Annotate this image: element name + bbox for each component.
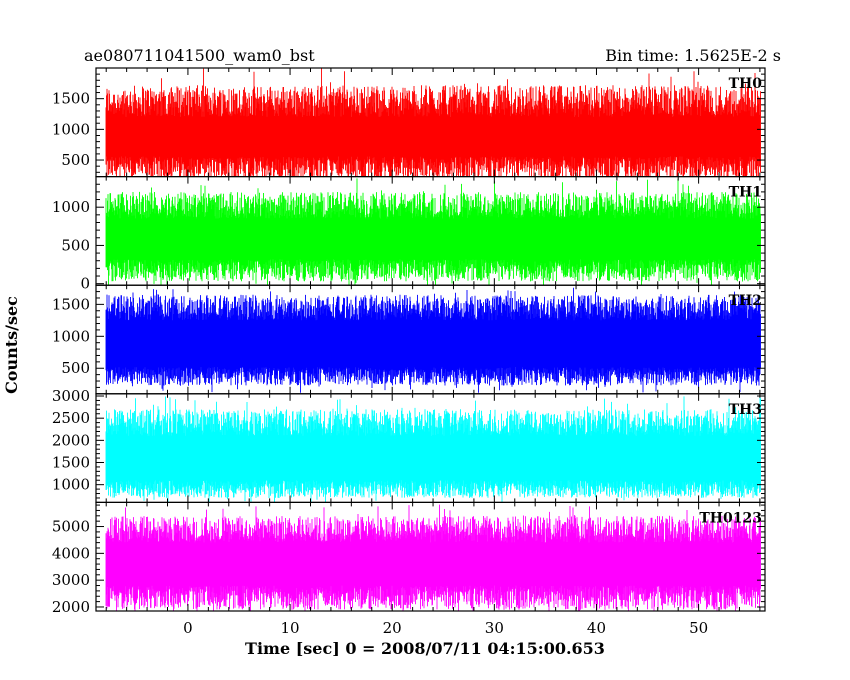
x-tick-label: 0 bbox=[183, 619, 193, 637]
y-tick-label: 3000 bbox=[52, 387, 90, 405]
x-axis-label: Time [sec] 0 = 2008/07/11 04:15:00.653 bbox=[245, 639, 605, 658]
y-tick-label: 500 bbox=[61, 359, 90, 377]
series-band-th1 bbox=[105, 178, 761, 286]
series-band-th0 bbox=[105, 68, 761, 177]
y-tick-label: 3000 bbox=[52, 571, 90, 589]
series-th2 bbox=[105, 287, 761, 393]
y-tick-label: 1000 bbox=[52, 327, 90, 345]
x-tick-label: 40 bbox=[587, 619, 606, 637]
series-th0123 bbox=[105, 504, 761, 611]
y-tick-label: 1500 bbox=[52, 295, 90, 313]
panel-th2: 500 1000 1500 TH2 bbox=[52, 284, 766, 395]
series-th0 bbox=[105, 68, 761, 177]
y-tick-label: 500 bbox=[61, 151, 90, 169]
y-tick-label: 2000 bbox=[52, 431, 90, 449]
panel-frame bbox=[95, 501, 766, 612]
y-tick-label: 4000 bbox=[52, 544, 90, 562]
y-tick-label: 1500 bbox=[52, 90, 90, 108]
panel-th0123: 2000 3000 4000 5000 TH0123 bbox=[52, 501, 766, 616]
y-tick-label: 1000 bbox=[52, 198, 90, 216]
y-tick-label: 1000 bbox=[52, 476, 90, 494]
y-tick-label: 2500 bbox=[52, 409, 90, 427]
y-tick-label: 2000 bbox=[52, 598, 90, 616]
panel-th3: 1000 1500 2000 2500 3000 TH3 bbox=[52, 387, 766, 503]
y-tick-label: 0 bbox=[80, 275, 90, 293]
panel-label-th2: TH2 bbox=[729, 293, 762, 309]
panel-label-th1: TH1 bbox=[729, 185, 762, 201]
series-th3 bbox=[105, 396, 761, 503]
panel-label-th0: TH0 bbox=[729, 76, 763, 92]
x-tick-label: 30 bbox=[485, 619, 504, 637]
series-band-th2 bbox=[105, 287, 761, 393]
y-tick-label: 1000 bbox=[52, 120, 90, 138]
y-tick-label: 5000 bbox=[52, 518, 90, 536]
chart-title-left: ae080711041500_wam0_bst bbox=[84, 46, 315, 65]
series-th1 bbox=[105, 178, 761, 286]
series-band-th3 bbox=[105, 396, 761, 503]
y-axis-label: Counts/sec bbox=[2, 296, 21, 394]
x-tick-label: 10 bbox=[281, 619, 300, 637]
x-tick-label: 50 bbox=[689, 619, 708, 637]
panel-th1: 0 500 1000 TH1 bbox=[52, 176, 766, 293]
panel-label-th3: TH3 bbox=[729, 402, 762, 418]
y-tick-label: 1500 bbox=[52, 454, 90, 472]
panel-label-th0123: TH0123 bbox=[699, 510, 762, 526]
y-tick-label: 500 bbox=[61, 236, 90, 254]
series-band-th0123 bbox=[105, 504, 761, 611]
x-tick-label: 20 bbox=[383, 619, 402, 637]
chart-title-right: Bin time: 1.5625E-2 s bbox=[605, 46, 781, 65]
panel-th0: 500 1000 1500 TH0 bbox=[52, 67, 766, 178]
